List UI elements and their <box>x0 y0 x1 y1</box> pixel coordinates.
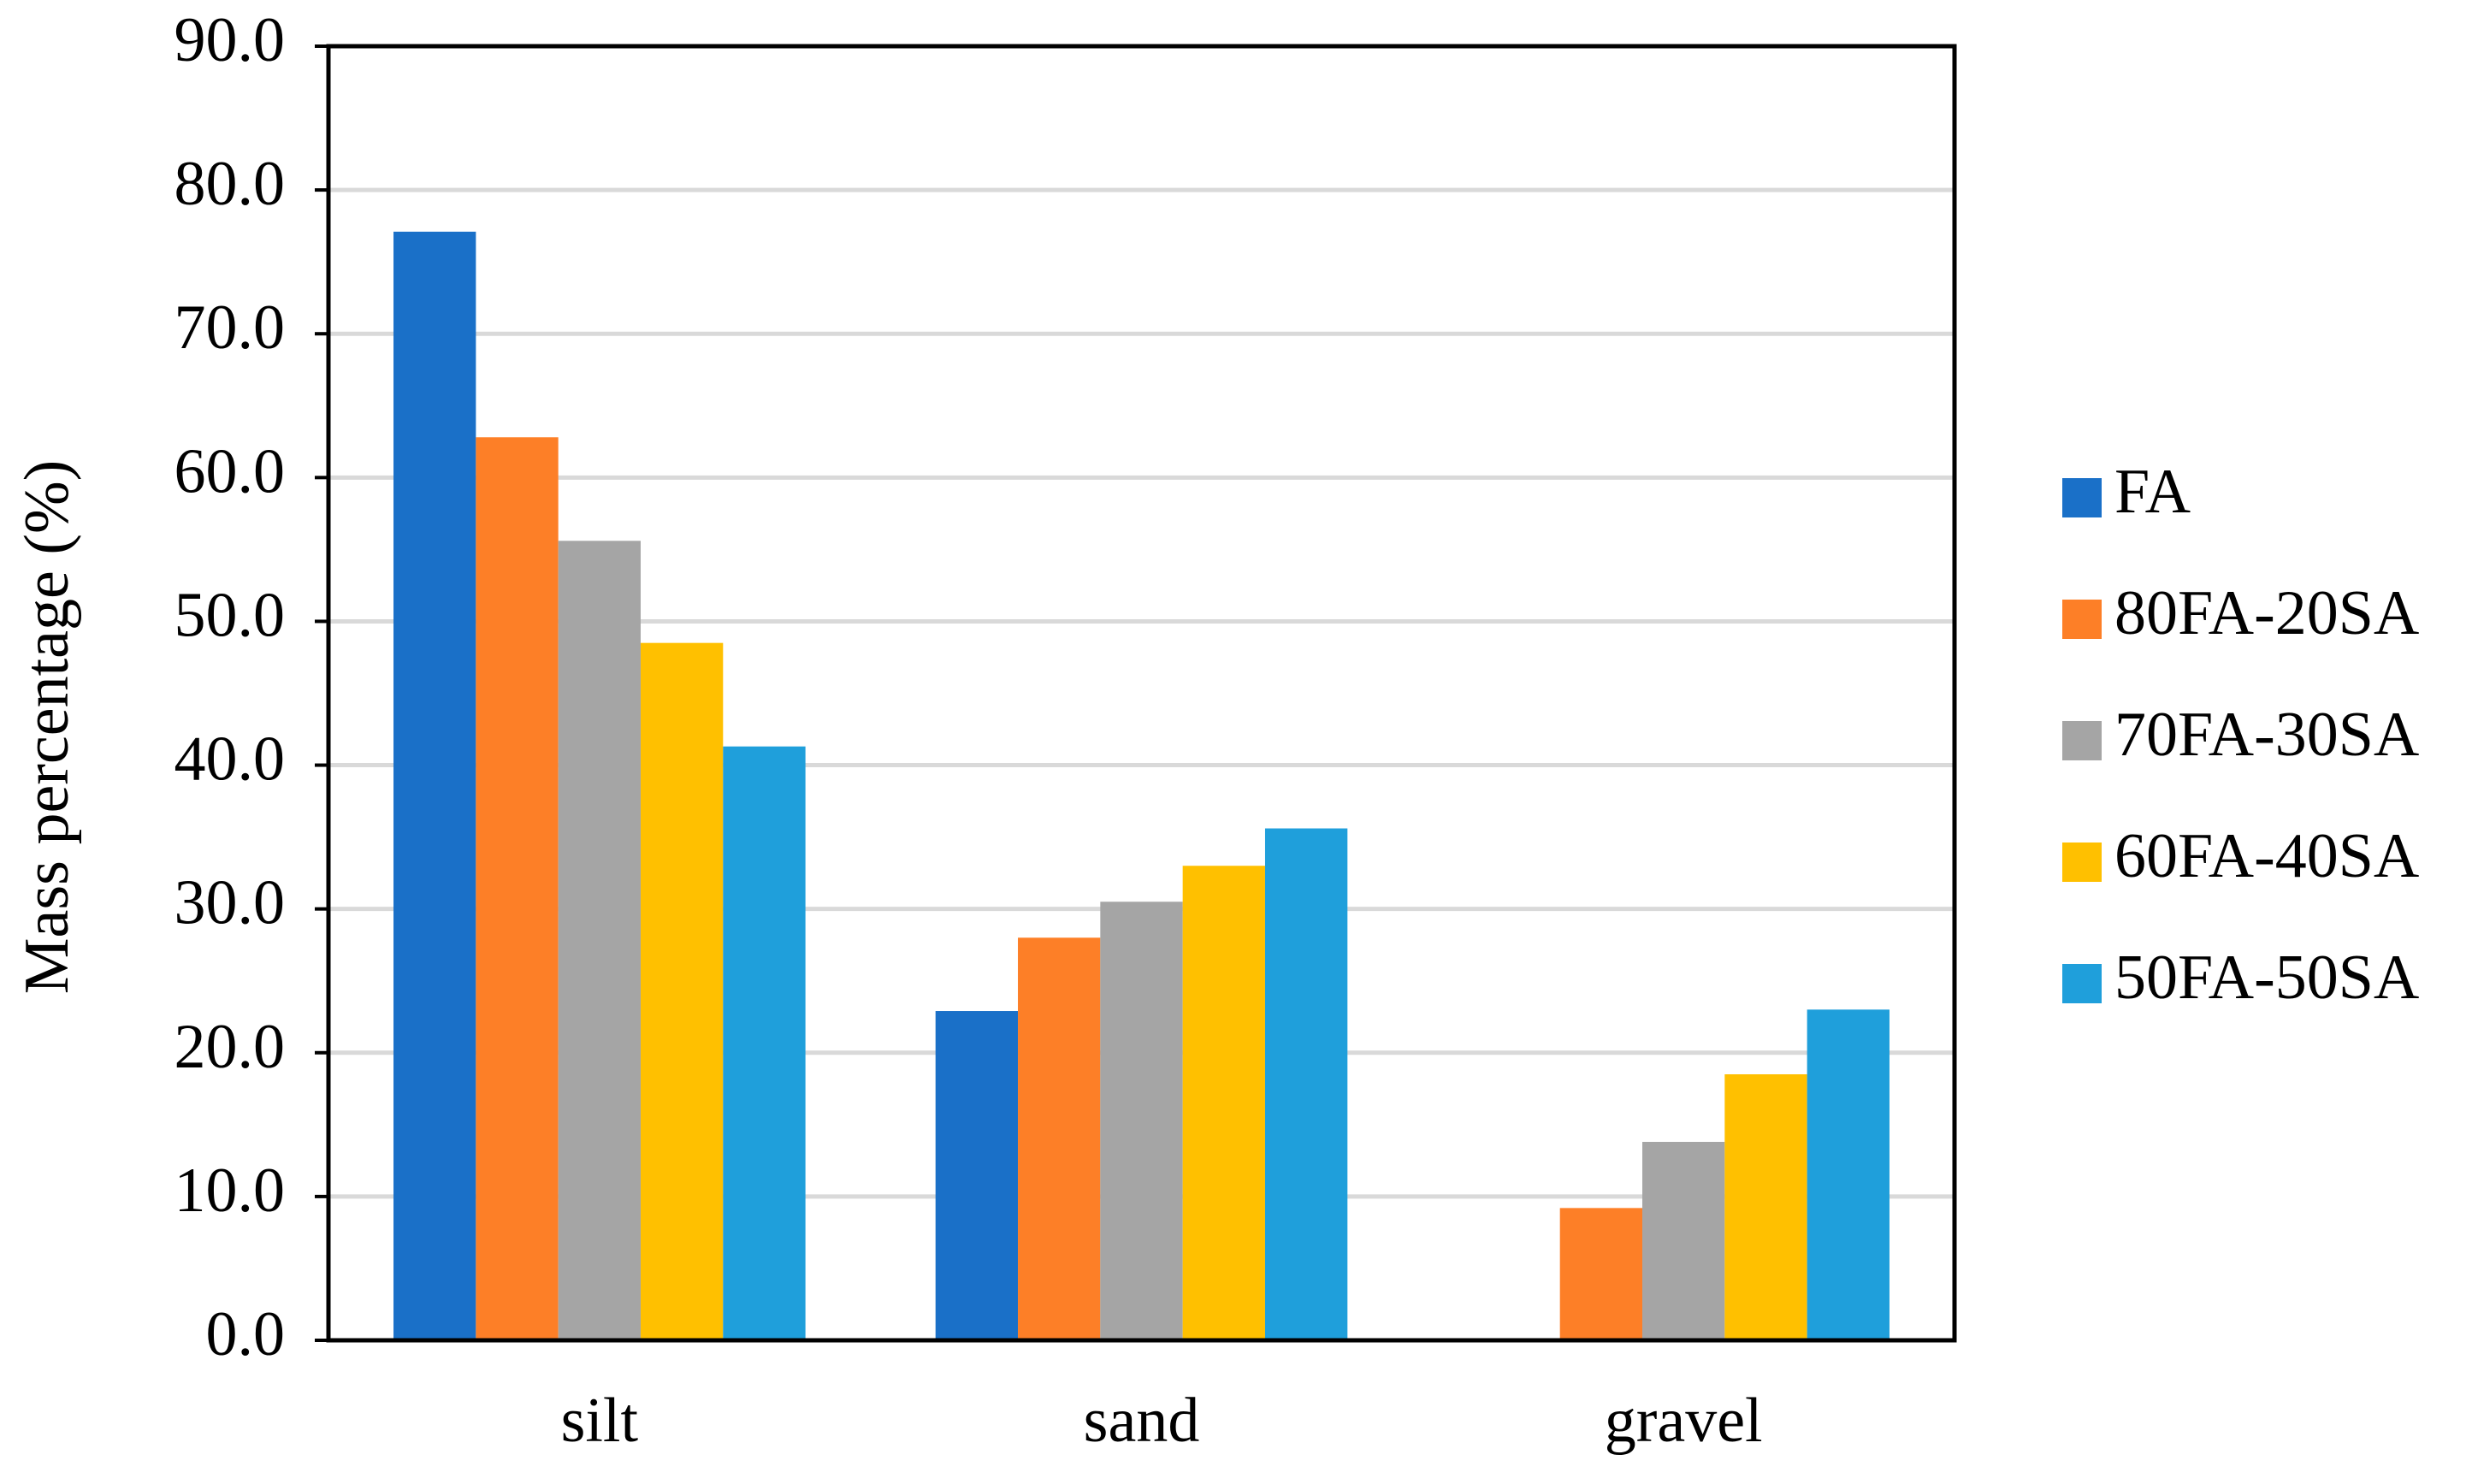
y-tick-label: 30.0 <box>174 868 286 938</box>
bar <box>1807 1009 1890 1340</box>
y-tick-label: 20.0 <box>174 1012 286 1082</box>
y-axis-label: Mass percentage (%) <box>12 460 82 995</box>
y-tick-label: 10.0 <box>174 1156 286 1226</box>
y-tick-label: 60.0 <box>174 436 286 506</box>
legend-label: 70FA-30SA <box>2114 700 2419 770</box>
plot-frame <box>326 44 1957 1343</box>
bar <box>393 231 476 1341</box>
legend-label: FA <box>2114 457 2191 527</box>
bar <box>935 1011 1019 1340</box>
bar <box>1018 937 1101 1340</box>
bar <box>640 642 724 1340</box>
y-tick-label: 40.0 <box>174 724 286 795</box>
bar <box>1100 902 1183 1340</box>
y-tick-label: 70.0 <box>174 293 286 363</box>
legend-swatch <box>2062 964 2102 1003</box>
legend-label: 60FA-40SA <box>2114 821 2419 891</box>
bar <box>723 746 806 1340</box>
bar <box>1264 828 1348 1340</box>
bar <box>1724 1073 1807 1340</box>
y-tick-label: 50.0 <box>174 580 286 650</box>
legend-swatch <box>2062 478 2102 517</box>
bar <box>1182 866 1265 1340</box>
y-tick-label: 0.0 <box>206 1299 286 1369</box>
bar <box>558 541 641 1340</box>
x-tick-label: gravel <box>1605 1386 1763 1456</box>
bar <box>1642 1142 1725 1340</box>
bar <box>476 437 559 1340</box>
legend-swatch <box>2062 843 2102 882</box>
x-tick-label: sand <box>1084 1386 1200 1456</box>
legend-label: 50FA-50SA <box>2114 943 2419 1013</box>
x-tick-label: silt <box>561 1386 639 1456</box>
bar <box>1559 1208 1643 1340</box>
y-tick-label: 90.0 <box>174 5 286 75</box>
legend-swatch <box>2062 721 2102 760</box>
y-tick-label: 80.0 <box>174 149 286 219</box>
legend-label: 80FA-20SA <box>2114 578 2419 648</box>
legend-swatch <box>2062 600 2102 639</box>
